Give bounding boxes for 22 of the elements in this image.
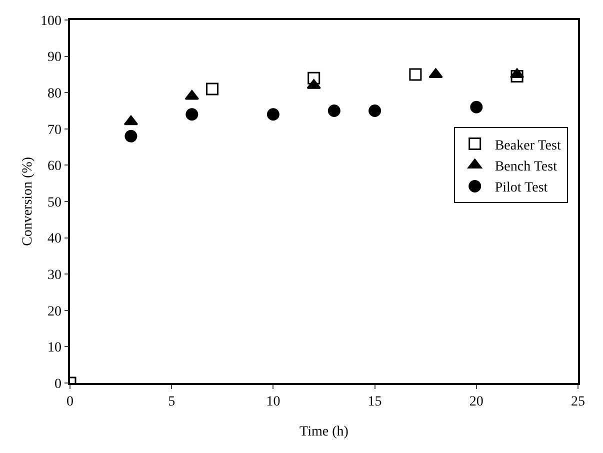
x-tick-label: 25 [571,394,585,410]
y-tick-label: 10 [47,340,62,356]
legend-label: Beaker Test [494,138,561,154]
x-tick-label: 15 [368,394,382,410]
y-tick-label: 80 [47,86,62,102]
y-axis-title: Conversion (%) [20,156,36,246]
y-tick-label: 100 [40,14,62,29]
y-tick-label: 20 [47,304,62,320]
legend-label: Pilot Test [494,180,548,196]
x-tick-label: 5 [168,394,176,410]
x-axis-title: Time (h) [300,424,349,440]
y-tick-label: 90 [47,50,62,66]
y-tick-label: 60 [47,159,62,174]
x-tick-label: 0 [66,394,74,410]
y-tick-label: 30 [47,268,62,283]
y-tick-label: 50 [47,195,62,210]
x-tick-label: 10 [266,394,280,410]
y-tick-label: 0 [54,376,62,392]
x-tick-label: 20 [469,394,484,410]
y-tick-label: 40 [47,232,62,247]
legend-label: Bench Test [494,159,558,174]
y-tick-label: 70 [47,122,62,138]
